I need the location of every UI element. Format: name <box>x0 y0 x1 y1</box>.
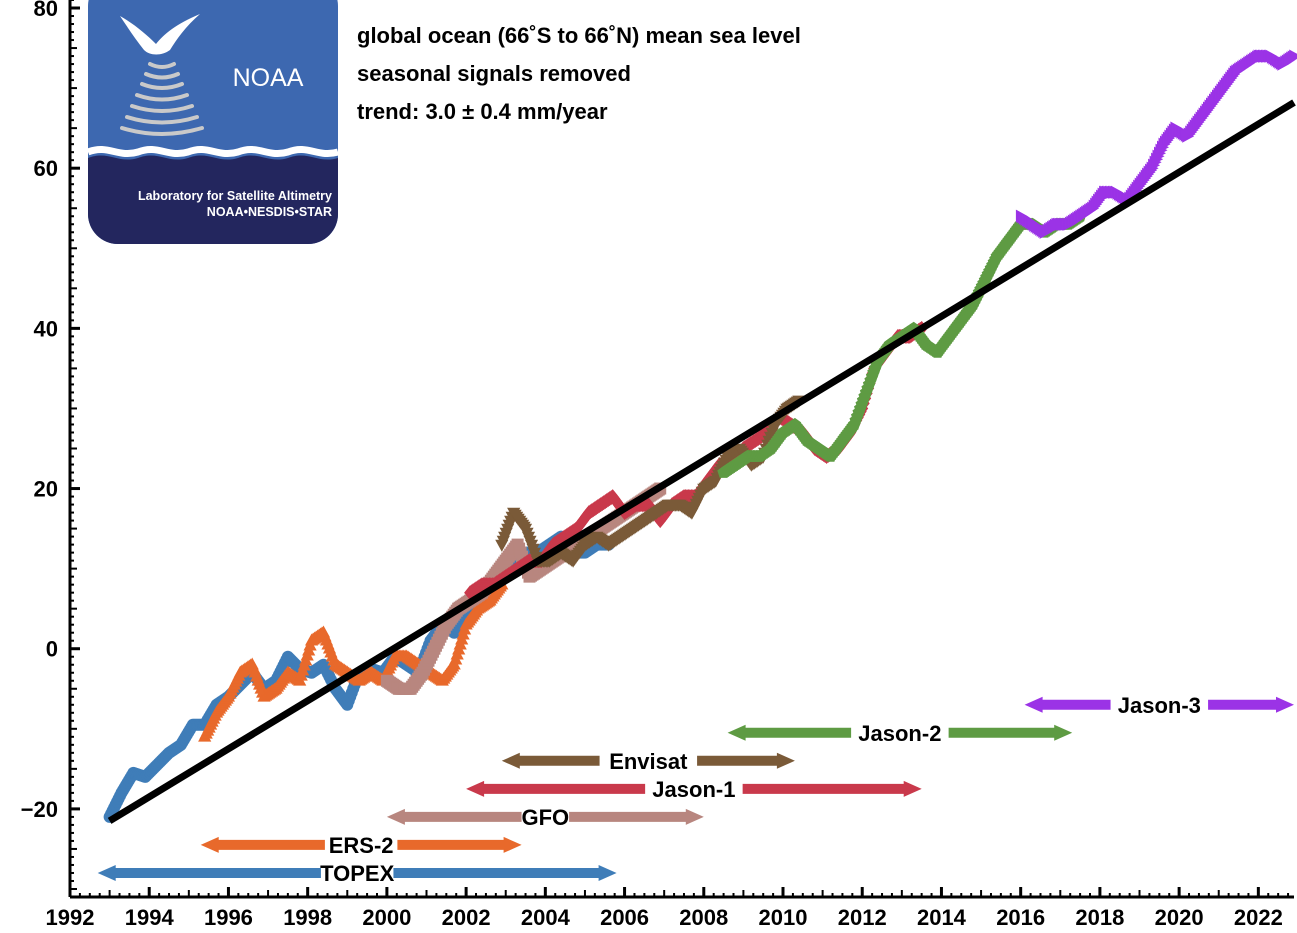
mission-label: TOPEX <box>320 861 395 886</box>
mission-gfo: GFO <box>386 803 704 830</box>
logo-wave-band <box>88 155 338 244</box>
title-line-3: trend: 3.0 ± 0.4 mm/year <box>357 99 608 124</box>
data-point <box>1289 49 1297 63</box>
mission-label-backdrop <box>645 775 743 802</box>
mission-label-backdrop <box>324 831 398 858</box>
mission-envisat: Envisat <box>501 747 795 774</box>
mission-label: ERS-2 <box>329 833 394 858</box>
axes-layer: −20 0 20 40 60 80 1992 1994 1996 1998 2000 2002 2004… <box>21 0 1294 930</box>
title-line-2: seasonal signals removed <box>357 61 631 86</box>
mission-label: Jason-3 <box>1118 693 1201 718</box>
mission-label-backdrop <box>521 803 570 830</box>
mission-jason-3: Jason-3 <box>1024 691 1294 718</box>
logo-wordmark: NOAA <box>233 64 304 92</box>
y-tick-label: −20 <box>21 797 58 822</box>
x-tick-label: 2006 <box>600 905 649 930</box>
x-tick-label: 2000 <box>362 905 411 930</box>
y-tick-label: 20 <box>34 477 58 502</box>
x-tick-label: 2020 <box>1155 905 1204 930</box>
x-tick-label: 1992 <box>46 905 95 930</box>
title-line-1: global ocean (66˚S to 66˚N) mean sea lev… <box>357 23 801 48</box>
mission-label-backdrop <box>1110 691 1209 718</box>
x-tick-label: 2018 <box>1075 905 1124 930</box>
trend-line-layer <box>107 99 1296 824</box>
logo-lab-name: Laboratory for Satellite Altimetry <box>138 189 332 203</box>
series-envisat <box>495 395 806 568</box>
x-tick-label: 1998 <box>283 905 332 930</box>
mission-timeline-layer: TOPEX ERS-2 GFO Jason-1 Envisat Jason-2 Jason-… <box>97 691 1294 886</box>
mission-label: GFO <box>522 805 570 830</box>
logo-agency-line: NOAA•NESDIS•STAR <box>207 205 332 219</box>
trend-line <box>107 99 1296 824</box>
x-tick-label: 2022 <box>1234 905 1283 930</box>
mission-label: Jason-1 <box>652 777 735 802</box>
mission-jason-2: Jason-2 <box>727 719 1073 746</box>
y-tick-label: 80 <box>34 0 58 21</box>
noaa-logo: NOAA Laboratory for Satellite Altimetry … <box>88 0 338 244</box>
y-tick-label: 60 <box>34 156 58 181</box>
x-tick-label: 2010 <box>759 905 808 930</box>
mission-label-backdrop <box>320 859 394 886</box>
x-tick-label: 2014 <box>917 905 967 930</box>
x-tick-label: 2016 <box>996 905 1045 930</box>
mission-label-backdrop <box>851 719 949 746</box>
mission-ers-2: ERS-2 <box>200 831 522 858</box>
x-tick-label: 2002 <box>442 905 491 930</box>
y-tick-label: 0 <box>46 637 58 662</box>
mission-label: Envisat <box>609 749 688 774</box>
series-jason-3 <box>1015 49 1297 239</box>
mission-topex: TOPEX <box>97 859 617 886</box>
x-tick-label: 2004 <box>521 905 571 930</box>
x-tick-label: 2008 <box>679 905 728 930</box>
chart-info: global ocean (66˚S to 66˚N) mean sea lev… <box>357 23 801 124</box>
mission-label: Jason-2 <box>858 721 941 746</box>
x-tick-label: 1996 <box>204 905 253 930</box>
logo-wave-line <box>88 145 338 157</box>
mission-label-backdrop <box>599 747 698 774</box>
y-tick-label: 40 <box>34 316 58 341</box>
mission-jason-1: Jason-1 <box>466 775 922 802</box>
x-tick-label: 1994 <box>125 905 175 930</box>
bird-icon <box>120 14 200 55</box>
x-tick-label: 2012 <box>838 905 887 930</box>
signal-arcs-icon <box>120 62 204 136</box>
